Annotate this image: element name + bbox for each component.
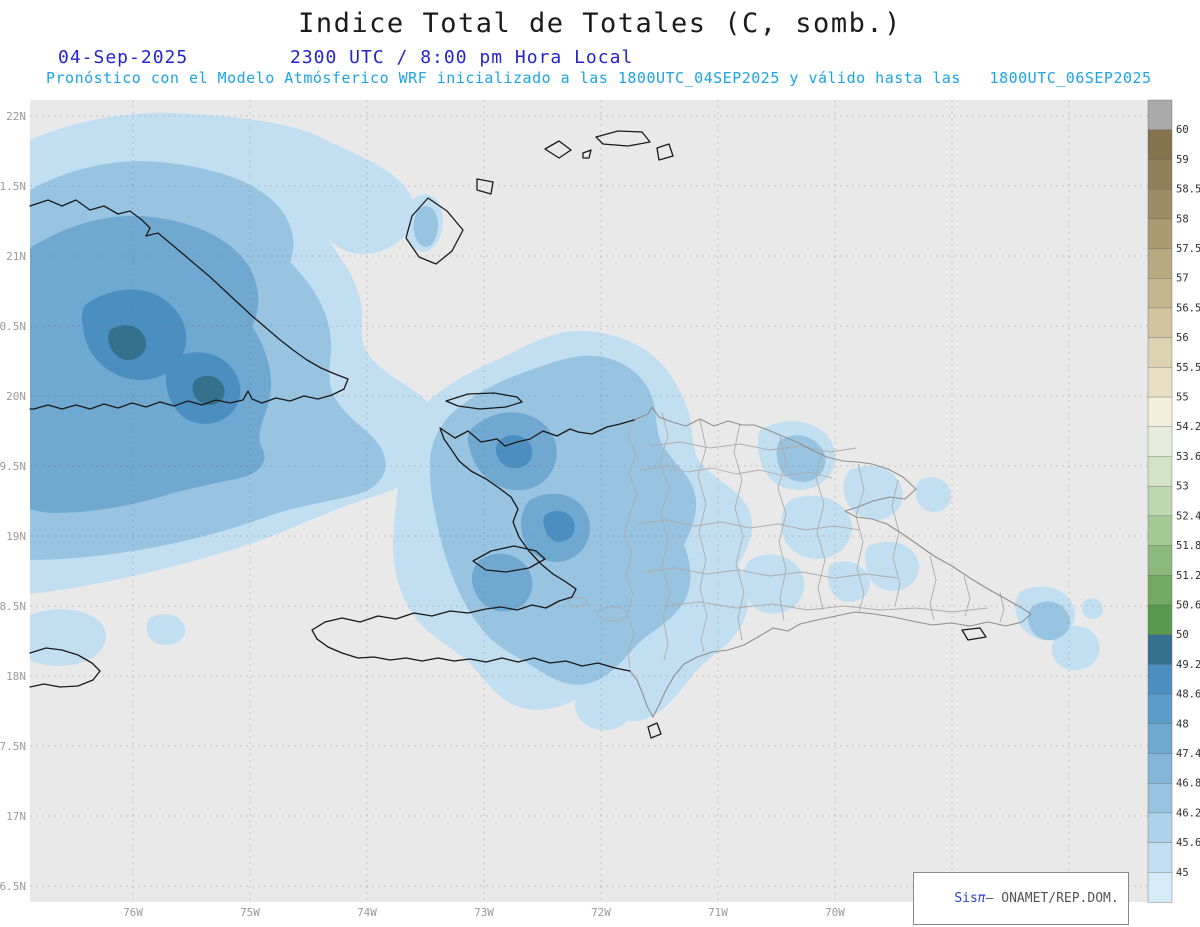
colorbar-level-label: 51.2 — [1176, 570, 1200, 582]
colorbar-cell — [1148, 546, 1172, 576]
credit-separator: – — [986, 891, 1002, 906]
colorbar-level-label: 55 — [1176, 392, 1189, 404]
y-tick-label: 17N — [6, 810, 26, 823]
colorbar-cell — [1148, 486, 1172, 516]
colorbar-level-label: 48.6 — [1176, 689, 1200, 701]
colorbar-cell — [1148, 635, 1172, 665]
colorbar-cell — [1148, 664, 1172, 694]
x-tick-label: 74W — [357, 906, 377, 919]
colorbar-cell — [1148, 338, 1172, 368]
colorbar-level-label: 56 — [1176, 332, 1189, 344]
y-tick-label: 18N — [6, 670, 26, 683]
y-tick-label: 21N — [6, 250, 26, 263]
credit-sis: Sis — [954, 891, 977, 906]
x-tick-label: 76W — [123, 906, 143, 919]
y-tick-label: 8.5N — [0, 600, 26, 613]
colorbar-cell — [1148, 516, 1172, 546]
colorbar: 60 59 58.5 58 57.5 57 56.5 56 55.5 55 54.2 53.6 53 52… — [1148, 100, 1200, 902]
colorbar-cell — [1148, 427, 1172, 457]
colorbar-level-label: 57 — [1176, 273, 1189, 285]
colorbar-cell — [1148, 456, 1172, 486]
colorbar-cell — [1148, 813, 1172, 843]
colorbar-cell — [1148, 249, 1172, 279]
colorbar-cell — [1148, 130, 1172, 160]
colorbar-level-label: 51.8 — [1176, 540, 1200, 552]
colorbar-level-label: 60 — [1176, 124, 1189, 136]
y-tick-label: 22N — [6, 110, 26, 123]
colorbar-level-label: 58 — [1176, 213, 1189, 225]
x-tick-label: 72W — [591, 906, 611, 919]
colorbar-cell — [1148, 159, 1172, 189]
colorbar-cell — [1148, 575, 1172, 605]
colorbar-level-label: 53.6 — [1176, 451, 1200, 463]
x-tick-label: 70W — [825, 906, 845, 919]
colorbar-level-label: 50.6 — [1176, 599, 1200, 611]
colorbar-level-label: 52.4 — [1176, 510, 1200, 522]
weather-map-page: Indice Total de Totales (C, somb.) 04-Se… — [0, 0, 1200, 927]
colorbar-level-label: 45 — [1176, 867, 1189, 879]
x-tick-label: 73W — [474, 906, 494, 919]
colorbar-level-label: 49.2 — [1176, 659, 1200, 671]
credit-box: Sisπ– ONAMET/REP.DOM. — [913, 872, 1129, 925]
colorbar-cell — [1148, 219, 1172, 249]
colorbar-level-label: 57.5 — [1176, 243, 1200, 255]
colorbar-level-label: 58.5 — [1176, 184, 1200, 196]
colorbar-cell — [1148, 694, 1172, 724]
colorbar-level-label: 55.5 — [1176, 362, 1200, 374]
colorbar-level-label: 59 — [1176, 154, 1189, 166]
colorbar-cell — [1148, 367, 1172, 397]
colorbar-cell — [1148, 189, 1172, 219]
colorbar-level-label: 46.2 — [1176, 807, 1200, 819]
colorbar-level-label: 53 — [1176, 481, 1189, 493]
colorbar-cell — [1148, 308, 1172, 338]
colorbar-cell — [1148, 872, 1172, 902]
y-axis-ticks: 22N 1.5N 21N 0.5N 20N 9.5N 19N 8.5N 18N 7.5N 17N 6.… — [0, 110, 26, 893]
credit-pi-icon: π — [978, 891, 986, 906]
x-tick-label: 71W — [708, 906, 728, 919]
colorbar-level-label: 48 — [1176, 718, 1189, 730]
y-tick-label: 20N — [6, 390, 26, 403]
colorbar-cell — [1148, 753, 1172, 783]
colorbar-level-label: 56.5 — [1176, 302, 1200, 314]
colorbar-cell — [1148, 278, 1172, 308]
colorbar-level-label: 45.6 — [1176, 837, 1200, 849]
colorbar-cell — [1148, 724, 1172, 754]
y-tick-label: 1.5N — [0, 180, 26, 193]
x-tick-label: 75W — [240, 906, 260, 919]
colorbar-level-label: 47.4 — [1176, 748, 1200, 760]
y-tick-label: 0.5N — [0, 320, 26, 333]
colorbar-cell — [1148, 783, 1172, 813]
colorbar-cell — [1148, 605, 1172, 635]
colorbar-level-label: 54.2 — [1176, 421, 1200, 433]
colorbar-cell — [1148, 843, 1172, 873]
colorbar-cell — [1148, 397, 1172, 427]
y-tick-label: 6.5N — [0, 880, 26, 893]
forecast-map: 22N 1.5N 21N 0.5N 20N 9.5N 19N 8.5N 18N 7.5N 17N 6.… — [0, 0, 1200, 927]
colorbar-level-label: 46.8 — [1176, 778, 1200, 790]
y-tick-label: 9.5N — [0, 460, 26, 473]
colorbar-cell — [1148, 100, 1172, 130]
y-tick-label: 19N — [6, 530, 26, 543]
colorbar-level-label: 50 — [1176, 629, 1189, 641]
y-tick-label: 7.5N — [0, 740, 26, 753]
credit-org: ONAMET/REP.DOM. — [1001, 891, 1118, 906]
